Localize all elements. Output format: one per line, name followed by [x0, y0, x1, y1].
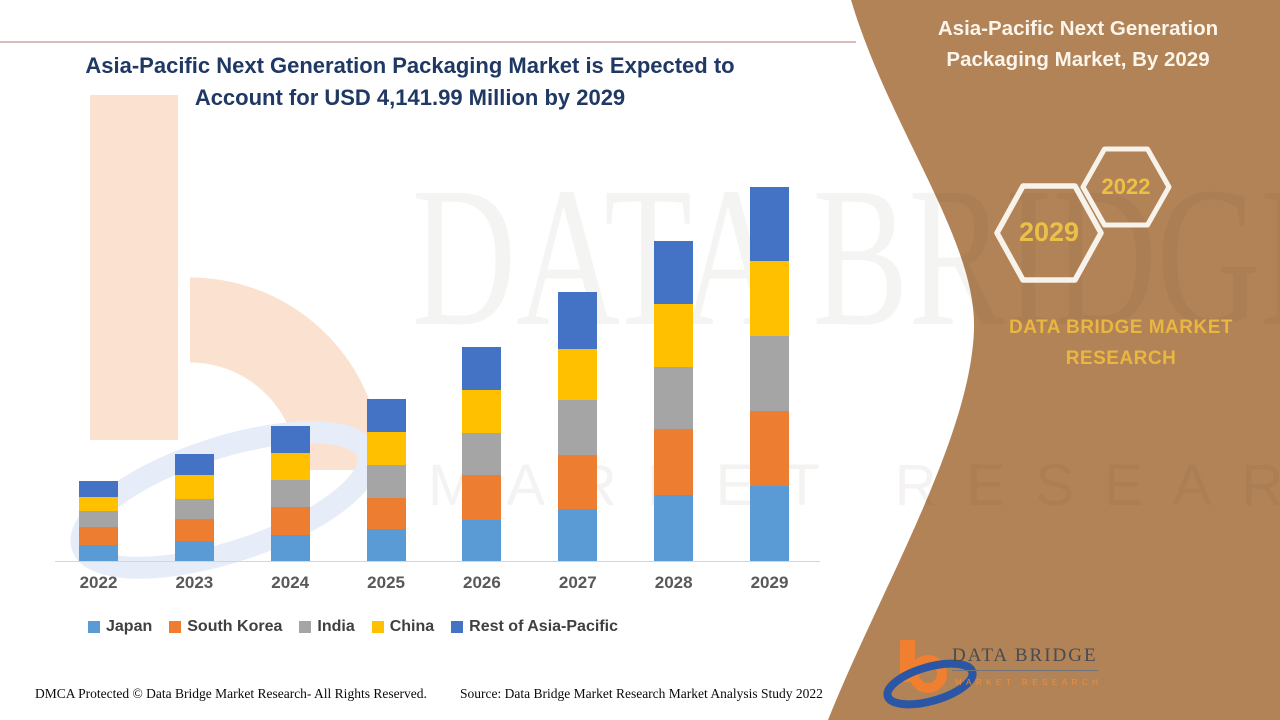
legend-label-rest-of-asia-pacific: Rest of Asia-Pacific	[469, 618, 618, 635]
bar-segment-south-korea-2026	[462, 475, 502, 521]
legend-swatch-south-korea	[169, 621, 182, 633]
sidebar-title: Asia-Pacific Next Generation Packaging M…	[937, 17, 1219, 71]
hexagon-2029-label: 2029	[1018, 217, 1080, 247]
logo-wordmark: DATA BRIDGE	[952, 645, 1098, 671]
bar-segment-japan-2028	[654, 495, 694, 561]
chart-legend: Japan South Korea India China Rest of Asia-P…	[88, 618, 618, 636]
legend-swatch-japan	[88, 621, 100, 633]
legend-item-japan: Japan	[88, 618, 152, 636]
bar-segment-south-korea-2025	[366, 498, 406, 530]
bar-segment-japan-2027	[558, 509, 598, 561]
legend-item-south-korea: South Korea	[169, 618, 282, 636]
bar-2024	[270, 426, 310, 561]
sidebar-brand-text: DATA BRIDGE MARKET RESEARCH	[1009, 317, 1233, 370]
x-axis-label-2022: 2022	[79, 573, 118, 592]
logo-tagline: MARKET RESEARCH	[955, 678, 1103, 687]
bar-segment-japan-2026	[462, 520, 502, 561]
bar-segment-china-2022	[79, 497, 118, 512]
bar-segment-china-2023	[174, 475, 214, 500]
bar-segment-rest-of-asia-pacific-2024	[270, 426, 310, 454]
bar-segment-rest-of-asia-pacific-2028	[654, 241, 694, 305]
bar-segment-china-2025	[366, 432, 406, 466]
x-axis-label-2026: 2026	[463, 573, 501, 592]
x-axis-label-2028: 2028	[654, 573, 693, 592]
bar-segment-china-2026	[462, 390, 502, 434]
bar-segment-rest-of-asia-pacific-2022	[79, 481, 118, 498]
stacked-bar-chart: 2022 2023 2024 2025 2026 2027 2028 2029	[55, 170, 820, 592]
legend-swatch-china	[371, 621, 384, 633]
bar-segment-south-korea-2022	[79, 527, 118, 546]
legend-label-south-korea: South Korea	[187, 618, 283, 635]
bar-2022	[79, 481, 118, 561]
bar-segment-rest-of-asia-pacific-2029	[750, 187, 790, 262]
bar-segment-japan-2025	[366, 529, 406, 561]
bar-segment-china-2024	[270, 453, 310, 481]
bar-segment-south-korea-2027	[558, 455, 598, 509]
page-title-line2: Account for USD 4,141.99 Million by 2029	[194, 84, 626, 110]
x-axis-label-2029: 2029	[750, 573, 789, 592]
legend-label-japan: Japan	[106, 618, 153, 635]
bar-segment-india-2027	[558, 400, 598, 456]
legend-swatch-rest-of-asia-pacific	[451, 621, 464, 633]
bar-segment-rest-of-asia-pacific-2026	[462, 347, 502, 391]
footer-dmca-text: DMCA Protected © Data Bridge Market Rese…	[35, 686, 427, 701]
legend-item-rest-of-asia-pacific: Rest of Asia-Pacific	[451, 618, 618, 636]
bar-segment-south-korea-2023	[174, 519, 214, 542]
bar-segment-china-2027	[558, 349, 598, 401]
x-axis-label-2024: 2024	[271, 573, 310, 592]
hexagon-2022-label: 2022	[1101, 174, 1151, 199]
bar-2027	[558, 292, 598, 561]
bar-segment-china-2028	[654, 304, 694, 368]
x-axis-label-2025: 2025	[367, 573, 405, 592]
bar-2026	[462, 347, 502, 561]
x-axis-label-2023: 2023	[175, 573, 214, 592]
legend-swatch-india	[299, 621, 312, 633]
page-title-line1: Asia-Pacific Next Generation Packaging M…	[85, 53, 735, 78]
bar-2029	[750, 187, 790, 561]
bar-segment-japan-2029	[750, 486, 790, 561]
bar-segment-rest-of-asia-pacific-2023	[174, 454, 214, 476]
bar-segment-india-2029	[750, 336, 790, 412]
bar-segment-japan-2024	[270, 535, 310, 561]
bar-segment-india-2022	[79, 511, 118, 528]
legend-item-india: India	[299, 618, 355, 636]
legend-item-china: China	[371, 618, 435, 636]
bar-segment-rest-of-asia-pacific-2025	[366, 399, 406, 433]
bar-segment-india-2026	[462, 433, 502, 476]
bar-2023	[174, 454, 214, 561]
bar-segment-south-korea-2028	[654, 429, 694, 495]
bar-2028	[654, 241, 694, 561]
bar-segment-japan-2022	[79, 545, 118, 561]
bar-segment-india-2025	[366, 465, 406, 499]
legend-label-china: China	[389, 618, 435, 635]
bar-segment-rest-of-asia-pacific-2027	[558, 292, 598, 350]
top-divider-line	[0, 41, 856, 43]
bar-segment-south-korea-2024	[270, 507, 310, 535]
bar-segment-india-2023	[174, 499, 214, 520]
bar-segment-india-2024	[270, 480, 310, 508]
page-title: Asia-Pacific Next Generation Packaging M…	[60, 50, 760, 114]
bar-segment-india-2028	[654, 367, 694, 429]
bar-2025	[366, 399, 406, 561]
x-axis-label-2027: 2027	[558, 573, 597, 592]
bar-segment-japan-2023	[174, 541, 214, 561]
footer-source-text: Source: Data Bridge Market Research Mark…	[460, 686, 823, 701]
bar-segment-china-2029	[750, 261, 790, 337]
legend-label-india: India	[317, 618, 355, 635]
bar-segment-south-korea-2029	[750, 411, 790, 487]
